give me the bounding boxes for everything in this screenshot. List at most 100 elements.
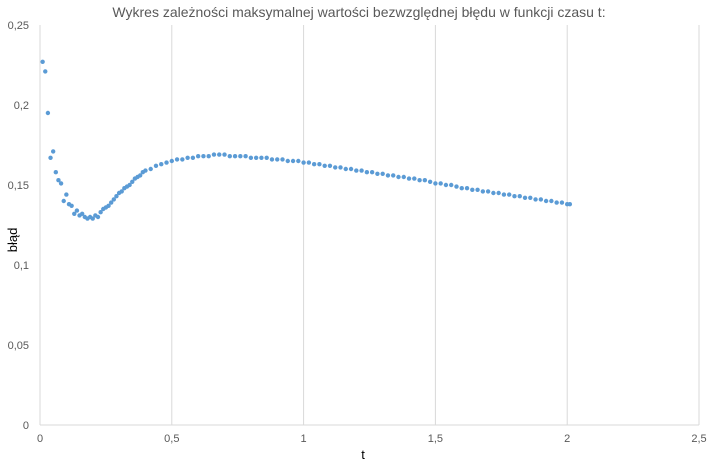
data-point	[359, 168, 364, 173]
data-point	[238, 154, 243, 159]
data-point	[322, 163, 327, 168]
data-point	[95, 214, 101, 220]
y-tick-label: 0,15	[8, 180, 29, 192]
data-point	[543, 198, 549, 204]
data-point	[48, 155, 53, 160]
data-point	[559, 200, 565, 205]
data-point	[45, 110, 51, 116]
x-tick-label: 1	[301, 433, 307, 445]
data-point	[433, 181, 438, 186]
data-point	[507, 192, 512, 197]
data-point	[264, 155, 269, 160]
gridlines	[171, 25, 700, 425]
data-point	[217, 152, 222, 157]
data-point	[412, 176, 417, 181]
data-point	[148, 166, 153, 172]
data-point	[567, 202, 573, 207]
data-point	[50, 149, 56, 154]
x-tick-label: 1,5	[428, 433, 443, 445]
data-point	[459, 186, 464, 191]
data-point	[301, 160, 306, 165]
data-point	[427, 179, 433, 184]
x-tick-label: 2	[564, 433, 570, 445]
data-point	[369, 170, 375, 175]
data-point	[40, 59, 45, 64]
data-point	[280, 157, 285, 162]
data-point	[538, 197, 544, 202]
data-point	[253, 155, 259, 160]
data-point	[130, 179, 135, 184]
y-tick-label: 0,1	[14, 260, 29, 272]
data-point	[338, 165, 343, 170]
data-point	[343, 166, 348, 172]
y-tick-label: 0,2	[14, 100, 29, 112]
data-point	[185, 155, 190, 160]
data-point	[243, 154, 248, 159]
data-point	[180, 157, 185, 162]
data-point	[375, 171, 380, 176]
data-point	[475, 187, 480, 192]
data-point	[127, 182, 132, 188]
data-point	[496, 190, 501, 196]
y-tick-label: 0,25	[8, 20, 29, 32]
data-point	[108, 200, 114, 205]
data-point	[64, 192, 69, 197]
data-point	[517, 194, 522, 199]
data-point	[143, 168, 148, 173]
data-point	[211, 152, 217, 157]
data-point	[422, 178, 428, 183]
data-point	[317, 162, 322, 167]
data-point	[227, 154, 232, 159]
data-point	[195, 154, 201, 159]
data-point	[296, 158, 301, 164]
data-point	[290, 158, 296, 164]
data-point	[406, 176, 412, 181]
x-tick-label: 2,5	[691, 433, 706, 445]
axes	[39, 25, 699, 426]
tick-labels: 0 0,5 1 1,5 2 2,5 0 0,05 0,1 0,15 0,2 0,25	[8, 20, 707, 445]
data-point	[61, 198, 66, 204]
data-point	[306, 160, 312, 165]
data-point	[417, 178, 422, 183]
data-point	[454, 184, 459, 189]
data-point	[58, 181, 64, 186]
data-point	[348, 166, 354, 172]
data-point	[485, 189, 491, 194]
data-point	[380, 171, 385, 176]
data-point	[333, 165, 338, 170]
data-point	[222, 152, 227, 157]
data-point	[385, 173, 391, 178]
data-point	[269, 157, 275, 162]
data-point	[364, 170, 370, 175]
data-point	[206, 154, 211, 159]
chart-title: Wykres zależności maksymalnej wartości b…	[112, 4, 605, 20]
data-point	[159, 162, 164, 167]
data-point	[396, 174, 401, 180]
data-point	[90, 216, 95, 221]
y-tick-label: 0	[23, 420, 29, 432]
y-axis-label: błąd	[5, 228, 20, 253]
data-point	[549, 198, 554, 204]
data-point	[528, 195, 533, 200]
data-point	[43, 69, 48, 74]
data-point	[137, 173, 143, 178]
data-point	[470, 187, 475, 192]
data-point	[201, 154, 206, 159]
data-point	[491, 190, 496, 196]
data-point	[56, 178, 61, 183]
data-point	[248, 155, 254, 160]
data-point	[53, 170, 59, 175]
data-point	[79, 211, 85, 216]
data-point	[74, 208, 80, 213]
data-point	[232, 154, 238, 159]
data-point	[275, 157, 280, 162]
data-point	[164, 160, 169, 165]
data-point	[111, 197, 117, 202]
y-tick-label: 0,05	[8, 340, 29, 352]
data-point	[190, 155, 196, 160]
data-point	[401, 174, 406, 180]
x-axis-label: t	[361, 447, 365, 462]
data-point	[311, 162, 317, 167]
